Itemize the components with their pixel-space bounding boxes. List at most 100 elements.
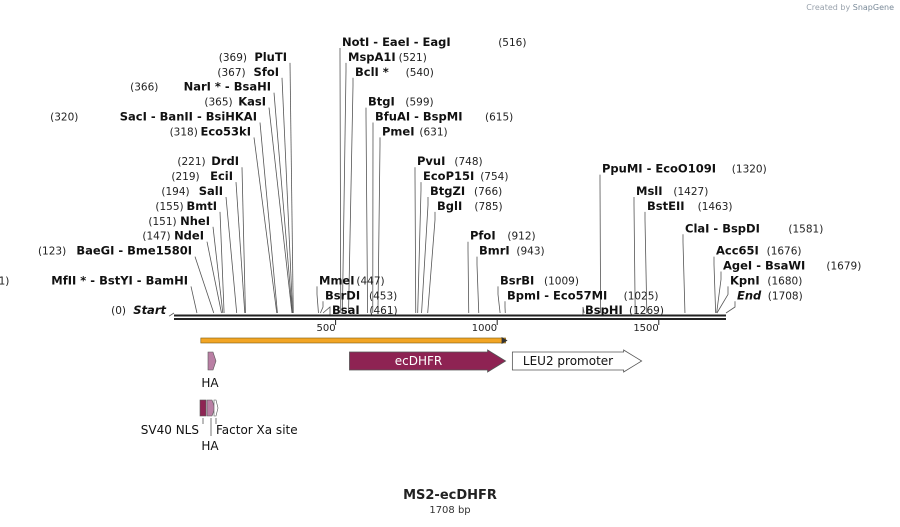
enzyme-name-label: BtgZI xyxy=(430,184,465,198)
enzyme-position-label: (1708) xyxy=(768,290,803,302)
enzyme-name-label: Start xyxy=(133,303,166,317)
enzyme-name-label: BmrI xyxy=(479,244,510,258)
enzyme-site-line xyxy=(289,62,294,314)
ecdhfr-feature-arrow-label: ecDHFR xyxy=(395,354,442,368)
enzyme-name-label: PvuI xyxy=(417,154,445,168)
enzyme-position-label: (369) xyxy=(219,52,247,64)
enzyme-name-label: BaeGI - Bme1580I xyxy=(76,244,192,258)
enzyme-site-line xyxy=(341,62,347,314)
tick-label: 500 xyxy=(316,323,335,334)
enzyme-position-label: (599) xyxy=(405,97,433,109)
enzyme-position-label: (1269) xyxy=(629,305,664,317)
enzyme-name-label: MspA1I xyxy=(348,50,396,64)
enzyme-name-label: BclI * xyxy=(355,65,389,79)
enzyme-site-line xyxy=(194,256,215,314)
enzyme-site-line xyxy=(320,301,324,314)
enzyme-name-label: BsrDI xyxy=(325,288,360,302)
enzyme-site-line xyxy=(725,301,736,314)
enzyme-name-label: KpnI xyxy=(730,273,760,287)
enzyme-site-line xyxy=(716,286,729,314)
enzyme-name-label: BspHI xyxy=(585,303,623,317)
enzyme-site-line xyxy=(421,197,429,314)
dna-backbone xyxy=(174,314,726,320)
tick-label: 1000 xyxy=(472,323,497,334)
leu2-promoter-feature-arrow xyxy=(511,349,643,373)
snapgene-credit: Created by SnapGene xyxy=(806,3,894,12)
enzyme-name-label: MfII * - BstYI - BamHI xyxy=(51,273,188,287)
enzyme-position-label: (147) xyxy=(142,231,170,243)
enzyme-position-label: (1680) xyxy=(767,275,802,287)
enzyme-name-label: SalI xyxy=(199,184,223,198)
ha-feature-arrow xyxy=(207,351,217,371)
enzyme-site-line xyxy=(322,306,331,317)
enzyme-position-label: (320) xyxy=(50,112,78,124)
ha2-feature-arrow xyxy=(206,399,216,417)
enzyme-site-line xyxy=(377,137,381,314)
enzyme-position-label: (461) xyxy=(369,305,397,317)
enzyme-name-label: SfoI xyxy=(254,65,279,79)
enzyme-site-line xyxy=(268,107,293,314)
enzyme-name-label: NotI - EaeI - EagI xyxy=(342,35,451,49)
factor-xa-feature xyxy=(213,399,219,417)
sv40-nls-label: SV40 NLS xyxy=(141,423,199,437)
enzyme-site-line xyxy=(716,271,722,314)
enzyme-name-label: EcoP15I xyxy=(423,169,474,183)
enzyme-site-line xyxy=(417,182,422,314)
enzyme-position-label: (912) xyxy=(507,231,535,243)
enzyme-site-line xyxy=(365,107,368,314)
enzyme-site-line xyxy=(241,167,246,314)
ecdhfr-feature-arrow xyxy=(349,349,507,373)
credit-prefix: Created by xyxy=(806,3,851,12)
enzyme-position-label: (1025) xyxy=(624,290,659,302)
enzyme-site-line xyxy=(212,226,224,314)
plasmid-length: 1708 bp xyxy=(429,505,471,516)
enzyme-name-label: DrdI xyxy=(211,154,239,168)
enzyme-name-label: Acc65I xyxy=(716,244,759,258)
tick-label: 1500 xyxy=(633,323,658,334)
enzyme-site-line xyxy=(206,241,222,314)
enzyme-position-label: (748) xyxy=(454,156,482,168)
enzyme-position-label: (1320) xyxy=(732,164,767,176)
enzyme-site-line xyxy=(497,286,501,314)
enzyme-site-line xyxy=(168,312,175,317)
enzyme-site-line xyxy=(467,241,470,314)
enzyme-site-line xyxy=(316,286,319,314)
enzyme-site-line xyxy=(259,122,278,314)
enzyme-site-line xyxy=(281,77,294,314)
enzyme-site-line xyxy=(476,256,480,314)
enzyme-site-line xyxy=(190,286,198,314)
enzyme-position-label: (943) xyxy=(516,246,544,258)
enzyme-position-label: (71) xyxy=(0,275,9,287)
enzyme-name-label: BsrBI xyxy=(500,273,534,287)
enzyme-position-label: (194) xyxy=(161,186,189,198)
enzyme-site-line xyxy=(348,77,354,314)
enzyme-position-label: (367) xyxy=(217,67,245,79)
enzyme-position-label: (365) xyxy=(204,97,232,109)
enzyme-position-label: (447) xyxy=(356,275,384,287)
enzyme-position-label: (366) xyxy=(130,82,158,94)
enzyme-name-label: BstEII xyxy=(647,199,685,213)
enzyme-position-label: (1427) xyxy=(673,186,708,198)
orf-arrow-icon xyxy=(501,337,508,344)
enzyme-name-label: PpuMI - EcoO109I xyxy=(602,162,716,176)
enzyme-site-line xyxy=(339,48,342,314)
enzyme-name-label: EciI xyxy=(210,169,233,183)
enzyme-position-label: (155) xyxy=(155,201,183,213)
enzyme-position-label: (453) xyxy=(369,290,397,302)
enzyme-name-label: AgeI - BsaWI xyxy=(723,259,805,273)
enzyme-name-label: End xyxy=(737,288,762,302)
enzyme-site-line xyxy=(225,196,238,314)
enzyme-labels: PluTI (369) SfoI (367)NarI * - BsaHI (366) Ka… xyxy=(0,35,861,317)
enzyme-name-label: BmtI xyxy=(186,199,217,213)
enzyme-site-line xyxy=(682,234,686,314)
enzyme-site-line xyxy=(273,92,293,314)
enzyme-name-label: SacI - BanII - BsiHKAI xyxy=(120,110,257,124)
snapgene-logo-text: SnapGene xyxy=(852,3,894,12)
enzyme-position-label: (1679) xyxy=(826,261,861,273)
enzyme-position-label: (221) xyxy=(177,156,205,168)
enzyme-position-label: (754) xyxy=(480,171,508,183)
enzyme-position-label: (615) xyxy=(485,112,513,124)
enzyme-site-line xyxy=(235,182,246,314)
